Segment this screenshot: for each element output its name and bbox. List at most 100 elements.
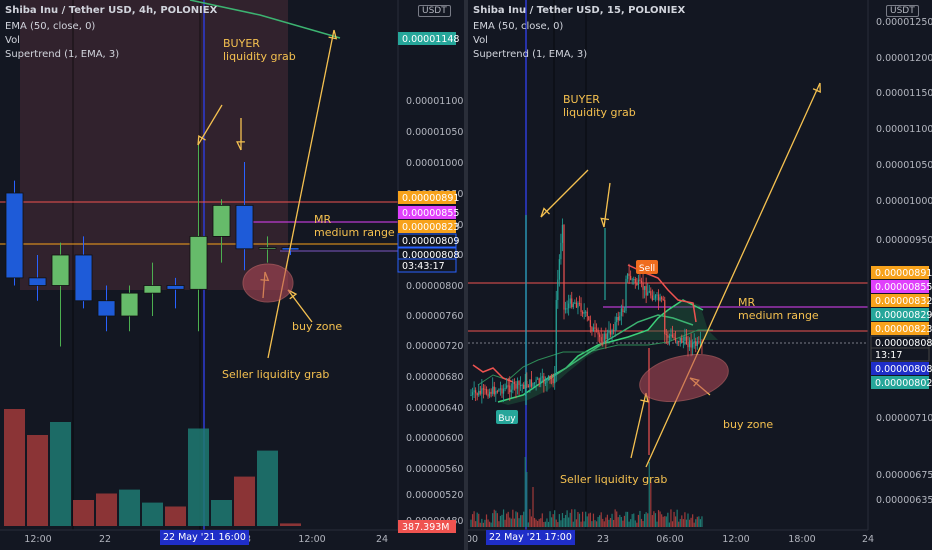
right-candle-body xyxy=(591,327,593,332)
right-volume-bar xyxy=(496,513,498,527)
right-price-badge xyxy=(871,322,929,335)
right-candle-body xyxy=(479,390,481,394)
pane-divider[interactable] xyxy=(464,0,468,550)
left-time-badge: 22 May '21 16:00 xyxy=(160,530,249,545)
right-volume-bar xyxy=(510,518,512,527)
right-volume-bar xyxy=(630,519,632,527)
right-volume-bar xyxy=(623,515,626,527)
right-candle-body xyxy=(673,337,675,339)
right-volume-bar xyxy=(563,518,565,527)
right-candle-body xyxy=(633,279,635,281)
left-mr-line2: medium range xyxy=(314,226,395,239)
right-candle-body xyxy=(606,333,608,340)
left-candle-body xyxy=(258,247,277,250)
right-candle-body xyxy=(485,389,488,394)
right-candle-body xyxy=(695,341,697,346)
left-volume-bar xyxy=(142,502,163,526)
right-x-tick-label: 23 xyxy=(597,534,609,545)
right-volume-bar xyxy=(564,514,567,527)
right-volume-bar xyxy=(574,509,576,527)
right-candle-body xyxy=(530,379,533,387)
right-candle-body xyxy=(492,386,494,394)
right-volume-bar xyxy=(688,519,691,527)
right-volume-bar xyxy=(585,511,587,527)
left-candle-body xyxy=(51,254,70,286)
left-buyer-line1: BUYER xyxy=(223,37,260,50)
right-volume-bar xyxy=(634,520,636,527)
right-candle-body xyxy=(499,388,502,390)
right-volume-bar xyxy=(489,521,491,527)
right-chart-canvas[interactable]: Sell Buy 0.00001250 0.00001200 0.00001150 0.0… xyxy=(468,0,932,550)
right-volume-bar xyxy=(558,514,560,527)
right-candle-body xyxy=(608,330,610,334)
right-candle-body xyxy=(495,391,497,395)
left-long-arrow-head xyxy=(328,29,338,40)
right-candle-body xyxy=(602,341,604,343)
left-y-tick-label: 0.00000720 xyxy=(406,341,463,352)
right-volume-bar xyxy=(664,516,666,527)
right-x-tick-label: 06:00 xyxy=(656,534,683,545)
right-volume-bar xyxy=(527,522,529,527)
right-volume-bar xyxy=(499,515,502,527)
right-candle-body xyxy=(544,382,546,384)
left-price-badge xyxy=(398,206,456,219)
right-volume-bar xyxy=(678,521,680,527)
right-volume-bar xyxy=(611,513,613,527)
right-buyer-annotation: BUYER liquidity grab xyxy=(563,93,636,119)
right-volume-bar xyxy=(490,522,492,527)
left-candle-body xyxy=(5,192,24,279)
right-volume-bar xyxy=(473,511,475,527)
right-volume-bar xyxy=(485,514,488,527)
right-volume-bar xyxy=(608,519,610,527)
right-candle-body xyxy=(690,340,692,348)
left-legend-title: Shiba Inu / Tether USD, 4h, POLONIEX xyxy=(5,5,218,16)
right-volume-bar xyxy=(679,518,681,527)
right-legend-vol: Vol xyxy=(473,35,488,46)
left-currency-label[interactable]: USDT xyxy=(418,5,451,17)
left-chart-canvas[interactable]: 0.000011000.000010500.000010000.00000950… xyxy=(0,0,464,550)
right-candle-body xyxy=(637,279,639,286)
left-buyer-annotation: BUYER liquidity grab xyxy=(223,37,296,63)
right-y-tick-label: 0.00001100 xyxy=(876,124,932,135)
right-price-badge-text: 0.00000829 xyxy=(875,310,932,321)
right-candle-body xyxy=(523,384,525,389)
right-volume-bar xyxy=(492,513,494,527)
left-price-badge xyxy=(397,258,457,273)
right-candle-body xyxy=(668,336,670,338)
right-buyer-line1: BUYER xyxy=(563,93,600,106)
left-buyer-line2: liquidity grab xyxy=(223,50,296,63)
right-volume-bar xyxy=(577,511,579,527)
left-x-tick-label: 22 xyxy=(99,534,111,545)
right-volume-bar xyxy=(687,513,689,527)
right-candle-body xyxy=(696,341,698,346)
right-candle-body xyxy=(478,390,480,396)
right-candle-body xyxy=(599,334,601,338)
left-chart-pane[interactable]: 0.000011000.000010500.000010000.00000950… xyxy=(0,0,464,550)
right-candle-body xyxy=(568,303,570,309)
right-volume-bar xyxy=(603,521,605,527)
right-candle-body xyxy=(513,382,515,384)
right-volume-bar xyxy=(673,511,675,527)
right-volume-bar xyxy=(693,522,695,527)
right-seller-annotation: Seller liquidity grab xyxy=(560,473,668,486)
right-volume-bar xyxy=(552,514,554,527)
left-mr-line1: MR xyxy=(314,213,332,226)
right-candle-body xyxy=(502,388,505,394)
right-volume-bar xyxy=(538,519,540,527)
right-candle-body xyxy=(670,334,672,337)
right-x-tick-label: 24 xyxy=(862,534,874,545)
right-price-badge xyxy=(871,376,929,389)
right-legend-title: Shiba Inu / Tether USD, 15, POLONIEX xyxy=(473,5,686,16)
right-currency-label[interactable]: USDT xyxy=(886,5,919,17)
right-candle-body xyxy=(554,375,556,384)
right-chart-pane[interactable]: Sell Buy 0.00001250 0.00001200 0.00001150 0.0… xyxy=(468,0,932,550)
right-candle-body xyxy=(563,224,565,310)
right-volume-bar xyxy=(701,516,703,527)
left-y-tick-label: 0.00000640 xyxy=(406,403,463,414)
right-volume-bar xyxy=(628,521,630,527)
right-volume-bar xyxy=(648,462,650,527)
right-candle-body xyxy=(549,375,551,378)
right-candle-body xyxy=(592,327,595,332)
right-volume-bar xyxy=(609,518,612,527)
